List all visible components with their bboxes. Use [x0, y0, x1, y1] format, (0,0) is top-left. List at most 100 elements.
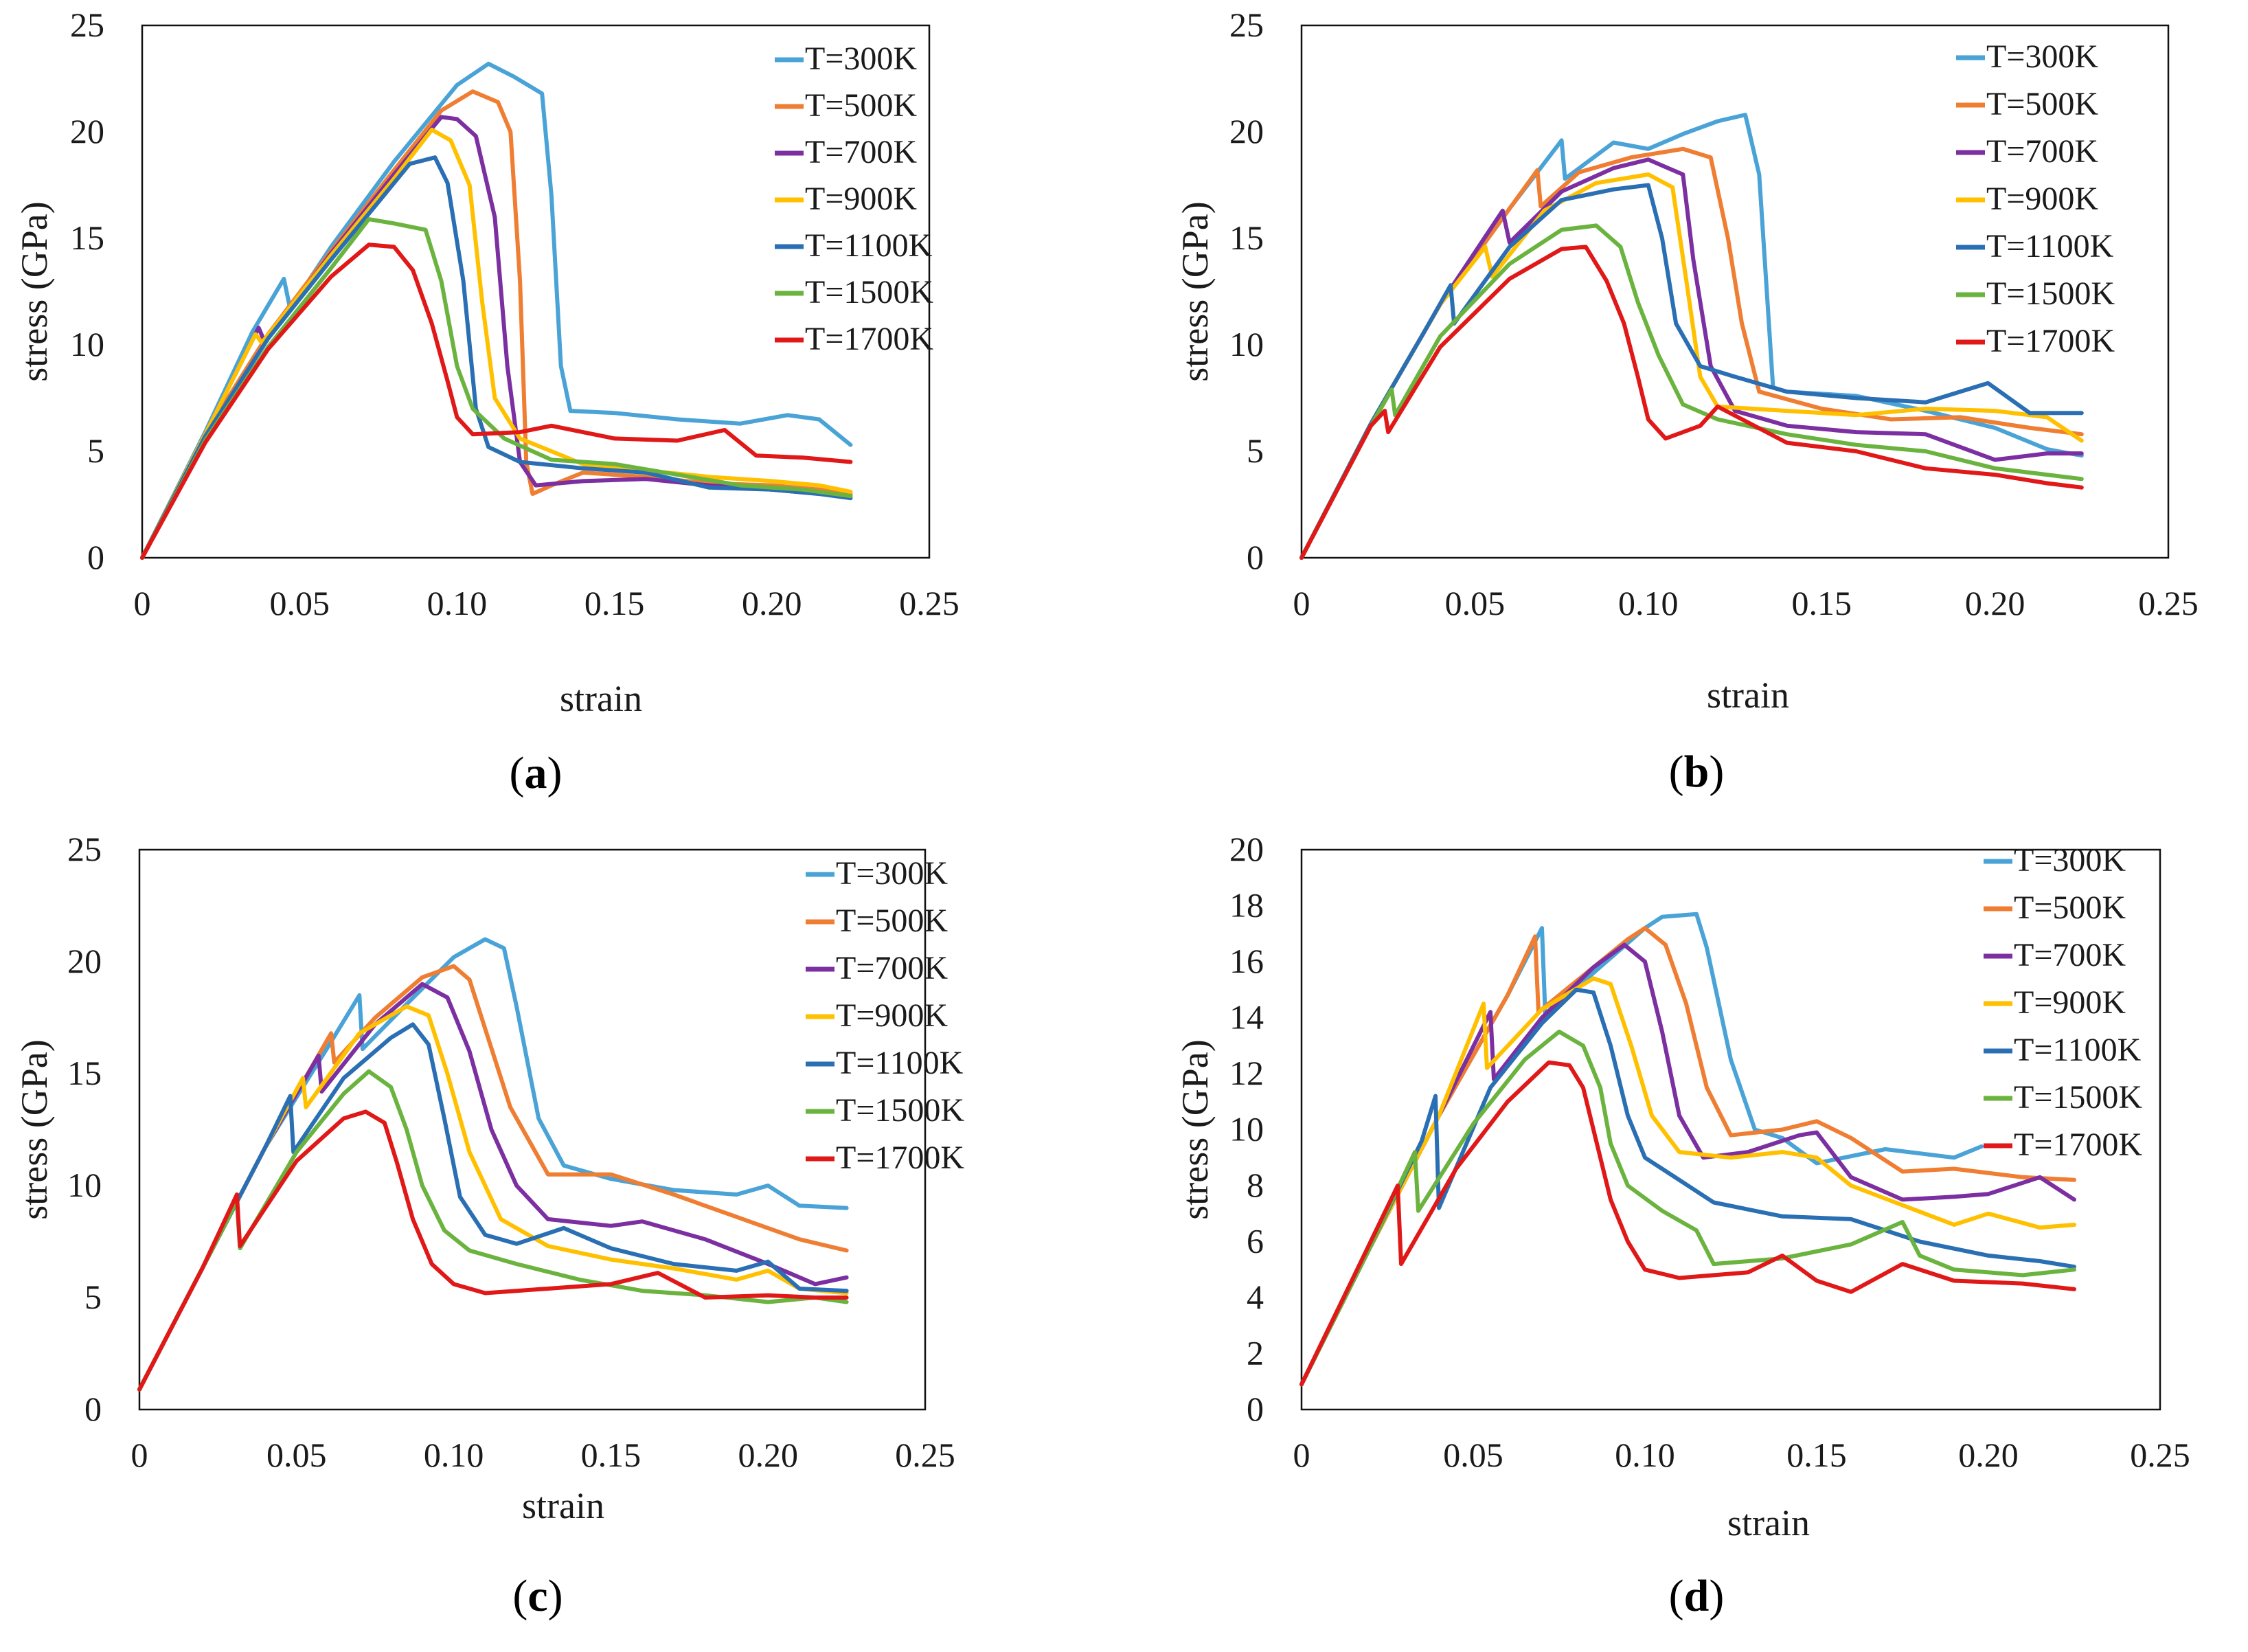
series-line-T=1100K	[1299, 183, 2084, 560]
y-tick-label: 20	[70, 112, 104, 150]
caption-open: (	[1669, 747, 1684, 797]
panel-caption: (c)	[512, 1571, 563, 1621]
legend-label: T=1700K	[836, 1140, 964, 1176]
series-line-T=900K	[137, 1004, 849, 1392]
x-tick-label: 0.10	[1615, 1436, 1675, 1474]
series-line-T=300K	[140, 61, 853, 560]
chart-panel-d: 0 2 4 6 8 10 12 14 16 18 20 0 0.05 0.10 0.15 0.20 0.25 st…	[1174, 830, 2190, 1621]
y-tick-label: 10	[70, 325, 104, 363]
legend-label: T=300K	[1986, 38, 2098, 75]
y-tick-label: 10	[1229, 325, 1264, 363]
panel-caption: (a)	[510, 748, 563, 798]
plot-area-frame	[138, 848, 927, 1411]
y-axis-title: stress (GPa)	[1174, 1039, 1216, 1219]
legend-label: T=500K	[1986, 86, 2098, 122]
y-tick-label: 2	[1247, 1334, 1264, 1372]
caption-open: (	[512, 1571, 527, 1621]
series-line-T=700K	[1299, 942, 2076, 1387]
caption-open: (	[510, 748, 525, 798]
legend-label: T=300K	[805, 41, 917, 77]
x-tick-label: 0.25	[2130, 1436, 2190, 1474]
y-tick-label: 6	[1247, 1222, 1264, 1260]
x-tick-label: 0.05	[1445, 584, 1506, 622]
legend-label: T=1500K	[1986, 275, 2115, 312]
caption-close: )	[548, 1571, 563, 1621]
panel-caption: (b)	[1669, 747, 1725, 797]
y-tick-label: 5	[1247, 431, 1264, 470]
legend-label: T=900K	[1986, 181, 2098, 217]
legend-label: T=500K	[2014, 890, 2126, 926]
legend-label: T=1100K	[2014, 1032, 2142, 1068]
y-tick-label: 15	[1229, 218, 1264, 257]
legend-label: T=1700K	[2014, 1127, 2142, 1163]
legend-label: T=1100K	[836, 1045, 964, 1081]
x-tick-label: 0.15	[1786, 1436, 1847, 1474]
y-tick-label: 20	[1229, 830, 1264, 868]
series-line-T=1700K	[140, 242, 853, 560]
series-line-T=700K	[137, 982, 849, 1392]
series-line-T=900K	[1299, 172, 2084, 560]
y-axis-title: stress (GPa)	[14, 201, 55, 381]
legend-label: T=1700K	[805, 321, 933, 357]
x-tick-label: 0.25	[2138, 584, 2199, 622]
series-line-T=1100K	[137, 1022, 849, 1392]
x-tick-label: 0.25	[895, 1436, 955, 1474]
y-tick-label: 0	[87, 538, 104, 576]
legend-label: T=700K	[805, 134, 917, 170]
x-axis-title: strain	[1727, 1502, 1810, 1543]
y-tick-label: 18	[1229, 886, 1264, 925]
y-tick-label: 10	[67, 1166, 102, 1204]
x-tick-label: 0.10	[424, 1436, 484, 1474]
legend-label: T=700K	[2014, 937, 2126, 973]
legend-label: T=1500K	[2014, 1079, 2142, 1116]
caption-close: )	[1709, 747, 1724, 797]
y-tick-label: 25	[1229, 5, 1264, 44]
x-tick-label: 0.05	[1443, 1436, 1503, 1474]
caption-letter: d	[1684, 1571, 1710, 1621]
legend: T=300K T=500K T=700K T=900K T=1100K T=1500K T=…	[1984, 842, 2142, 1163]
x-tick-label: 0.05	[266, 1436, 327, 1474]
chart-panel-a: 0 5 10 15 20 25 0 0.05 0.10 0.15 0.20 0.25 strain str…	[14, 5, 960, 798]
y-tick-label: 20	[1229, 112, 1264, 150]
caption-letter: b	[1684, 747, 1710, 797]
y-tick-label: 0	[84, 1390, 102, 1428]
chart-panel-b: 0 5 10 15 20 25 0 0.05 0.10 0.15 0.20 0.25 strain str…	[1174, 5, 2199, 797]
legend-label: T=300K	[836, 855, 948, 892]
x-axis-title: strain	[522, 1485, 604, 1526]
legend-label: T=1700K	[1986, 323, 2115, 359]
x-tick-label: 0.25	[899, 584, 960, 622]
legend-label: T=300K	[2014, 842, 2126, 879]
y-tick-label: 4	[1247, 1278, 1264, 1316]
legend-label: T=1100K	[805, 227, 933, 264]
chart-panel-c: 0 5 10 15 20 25 0 0.05 0.10 0.15 0.20 0.25 strain str…	[14, 830, 964, 1621]
y-tick-label: 20	[67, 942, 102, 980]
legend-label: T=1500K	[836, 1092, 964, 1129]
legend-label: T=1500K	[805, 274, 933, 310]
legend-label: T=700K	[1986, 133, 2098, 170]
legend-label: T=900K	[2014, 984, 2126, 1021]
x-tick-label: 0.20	[738, 1436, 798, 1474]
caption-close: )	[547, 748, 563, 798]
series-line-T=1700K	[1299, 1060, 2076, 1387]
x-tick-label: 0.10	[1618, 584, 1679, 622]
y-tick-label: 0	[1247, 1390, 1264, 1428]
y-tick-label: 15	[67, 1054, 102, 1092]
panel-caption: (d)	[1669, 1571, 1725, 1621]
legend-label: T=700K	[836, 950, 948, 986]
y-tick-label: 16	[1229, 942, 1264, 980]
x-tick-label: 0.10	[427, 584, 488, 622]
x-tick-label: 0.20	[1958, 1436, 2019, 1474]
series-line-T=1100K	[140, 155, 853, 560]
series-line-T=300K	[137, 937, 849, 1392]
x-tick-label: 0.05	[269, 584, 330, 622]
y-tick-label: 5	[84, 1278, 102, 1316]
y-tick-label: 12	[1229, 1054, 1264, 1092]
x-tick-label: 0.20	[1965, 584, 2025, 622]
y-tick-label: 25	[67, 830, 102, 868]
series-line-T=1100K	[1299, 987, 2076, 1387]
y-tick-label: 14	[1229, 998, 1264, 1037]
x-tick-label: 0	[134, 584, 151, 622]
x-tick-label: 0.15	[584, 584, 645, 622]
